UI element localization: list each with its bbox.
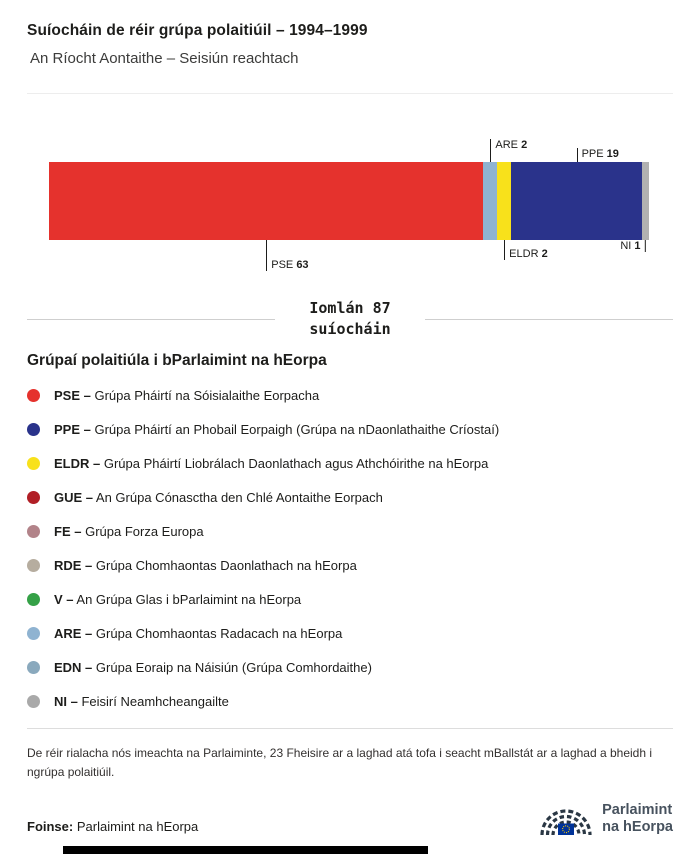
legend-item-edn: EDN – Grúpa Eoraip na Náisiún (Grúpa Com… <box>27 660 673 675</box>
legend-dot-are <box>27 626 40 640</box>
legend-abbr: V – <box>54 591 74 607</box>
legend-item-v: V – An Grúpa Glas i bParlaimint na hEorp… <box>27 592 673 607</box>
callout-ppe: PPE 19 <box>576 148 619 162</box>
legend-item-ppe: PPE – Grúpa Pháirtí an Phobail Eorpaigh … <box>27 422 673 437</box>
callout-ni: NI 1 <box>620 240 646 252</box>
legend-dot-eldr <box>27 456 40 470</box>
ep-logo-text: Parlaimint na hEorpa <box>602 802 673 835</box>
legend-desc: Grúpa Pháirtí na Sóisialaithe Eorpacha <box>94 387 320 403</box>
hemicycle-icon <box>540 809 592 836</box>
legend-abbr: NI – <box>54 693 78 709</box>
callout-eldr: ELDR 2 <box>504 240 548 260</box>
legend-desc: Grúpa Chomhaontas Radacach na hEorpa <box>95 625 343 641</box>
callout-label: PPE 19 <box>581 148 619 160</box>
footnote: De réir rialacha nós imeachta na Parlaim… <box>27 746 653 779</box>
legend-desc: An Grúpa Cónasctha den Chlé Aontaithe Eo… <box>95 489 383 505</box>
legend-label-edn: EDN – Grúpa Eoraip na Náisiún (Grúpa Com… <box>54 660 372 675</box>
callout-tick <box>490 139 492 162</box>
legend-desc: Grúpa Forza Europa <box>85 523 204 539</box>
footnote-divider <box>27 728 673 729</box>
callout-tick <box>644 240 646 252</box>
legend-abbr: RDE – <box>54 557 93 573</box>
bar-box: PSE 63 ARE 2 ELDR 2 PPE 19 NI 1 <box>49 139 649 271</box>
legend-label-are: ARE – Grúpa Chomhaontas Radacach na hEor… <box>54 626 342 641</box>
legend-item-pse: PSE – Grúpa Pháirtí na Sóisialaithe Eorp… <box>27 388 673 403</box>
bar-segment-ppe <box>511 162 643 240</box>
legend-abbr: PSE – <box>54 387 91 403</box>
header-divider <box>27 93 673 94</box>
callout-label: NI 1 <box>620 240 641 252</box>
legend-item-ni: NI – Feisirí Neamhcheangailte <box>27 694 673 709</box>
legend-item-are: ARE – Grúpa Chomhaontas Radacach na hEor… <box>27 626 673 641</box>
bar-segment-are <box>483 162 498 240</box>
legend-title: Grúpaí polaitiúla i bParlaimint na hEorp… <box>27 352 327 369</box>
legend-item-eldr: ELDR – Grúpa Pháirtí Liobrálach Daonlath… <box>27 456 673 471</box>
callout-tick <box>266 240 268 271</box>
callout-label: ELDR 2 <box>509 248 548 260</box>
legend-abbr: PPE – <box>54 421 91 437</box>
legend-label-fe: FE – Grúpa Forza Europa <box>54 524 204 539</box>
legend-label-eldr: ELDR – Grúpa Pháirtí Liobrálach Daonlath… <box>54 456 488 471</box>
page-subtitle: An Ríocht Aontaithe – Seisiún reachtach <box>30 50 299 67</box>
legend-dot-v <box>27 592 40 606</box>
legend-desc: Grúpa Pháirtí Liobrálach Daonlathach agu… <box>103 455 489 471</box>
legend-dot-gue <box>27 490 40 504</box>
callout-pse: PSE 63 <box>266 240 309 271</box>
callout-label: ARE 2 <box>495 139 528 151</box>
legend-abbr: ELDR – <box>54 455 101 471</box>
legend-label-ni: NI – Feisirí Neamhcheangailte <box>54 694 229 709</box>
legend-desc: Feisirí Neamhcheangailte <box>81 693 229 709</box>
legend-dot-edn <box>27 660 40 674</box>
legend-desc: Grúpa Pháirtí an Phobail Eorpaigh (Grúpa… <box>94 421 500 437</box>
legend-label-gue: GUE – An Grúpa Cónasctha den Chlé Aontai… <box>54 490 383 505</box>
legend-label-pse: PSE – Grúpa Pháirtí na Sóisialaithe Eorp… <box>54 388 319 403</box>
source-row: Foinse: Parlaimint na hEorpa Parlaimint … <box>27 798 673 838</box>
ep-logo-line1: Parlaimint <box>602 801 673 818</box>
legend-item-rde: RDE – Grúpa Chomhaontas Daonlathach na h… <box>27 558 673 573</box>
legend-abbr: FE – <box>54 523 82 539</box>
callout-tick <box>504 240 506 260</box>
callout-are: ARE 2 <box>490 139 527 162</box>
eu-flag <box>558 823 575 835</box>
legend-item-fe: FE – Grúpa Forza Europa <box>27 524 673 539</box>
ep-logo-line2: na hEorpa <box>602 818 673 835</box>
source-value: Parlaimint na hEorpa <box>76 819 199 834</box>
callout-tick <box>576 148 578 162</box>
total-rule-right <box>425 318 673 320</box>
legend-dot-pse <box>27 388 40 402</box>
legend-abbr: EDN – <box>54 659 93 675</box>
legend-item-gue: GUE – An Grúpa Cónasctha den Chlé Aontai… <box>27 490 673 505</box>
legend: PSE – Grúpa Pháirtí na Sóisialaithe Eorp… <box>27 388 673 709</box>
total-rule-left <box>27 318 275 320</box>
bar-segment-pse <box>49 162 484 240</box>
legend-label-ppe: PPE – Grúpa Pháirtí an Phobail Eorpaigh … <box>54 422 499 437</box>
callout-label: PSE 63 <box>271 259 309 271</box>
legend-desc: Grúpa Chomhaontas Daonlathach na hEorpa <box>95 557 357 573</box>
page-title: Suíocháin de réir grúpa polaitiúil – 199… <box>27 22 368 39</box>
legend-dot-fe <box>27 524 40 538</box>
legend-desc: Grúpa Eoraip na Náisiún (Grúpa Comhordai… <box>95 659 372 675</box>
legend-dot-rde <box>27 558 40 572</box>
legend-abbr: GUE – <box>54 489 94 505</box>
source-text: Foinse: Parlaimint na hEorpa <box>27 819 198 838</box>
bottom-crop-bar <box>63 846 428 854</box>
ep-logo: Parlaimint na hEorpa <box>538 799 673 838</box>
total-seats-label: Iomlán 87 suíocháin <box>309 299 391 338</box>
legend-label-rde: RDE – Grúpa Chomhaontas Daonlathach na h… <box>54 558 357 573</box>
total-row: Iomlán 87 suíocháin <box>27 298 673 340</box>
seat-distribution-chart: PSE 63 ARE 2 ELDR 2 PPE 19 NI 1 <box>27 94 673 290</box>
legend-abbr: ARE – <box>54 625 93 641</box>
legend-dot-ppe <box>27 422 40 436</box>
stacked-bar <box>49 162 649 240</box>
source-label: Foinse: <box>27 819 74 834</box>
bar-segment-ni <box>642 162 649 240</box>
legend-label-v: V – An Grúpa Glas i bParlaimint na hEorp… <box>54 592 301 607</box>
legend-dot-ni <box>27 694 40 708</box>
bar-segment-eldr <box>497 162 512 240</box>
legend-desc: An Grúpa Glas i bParlaimint na hEorpa <box>76 591 302 607</box>
